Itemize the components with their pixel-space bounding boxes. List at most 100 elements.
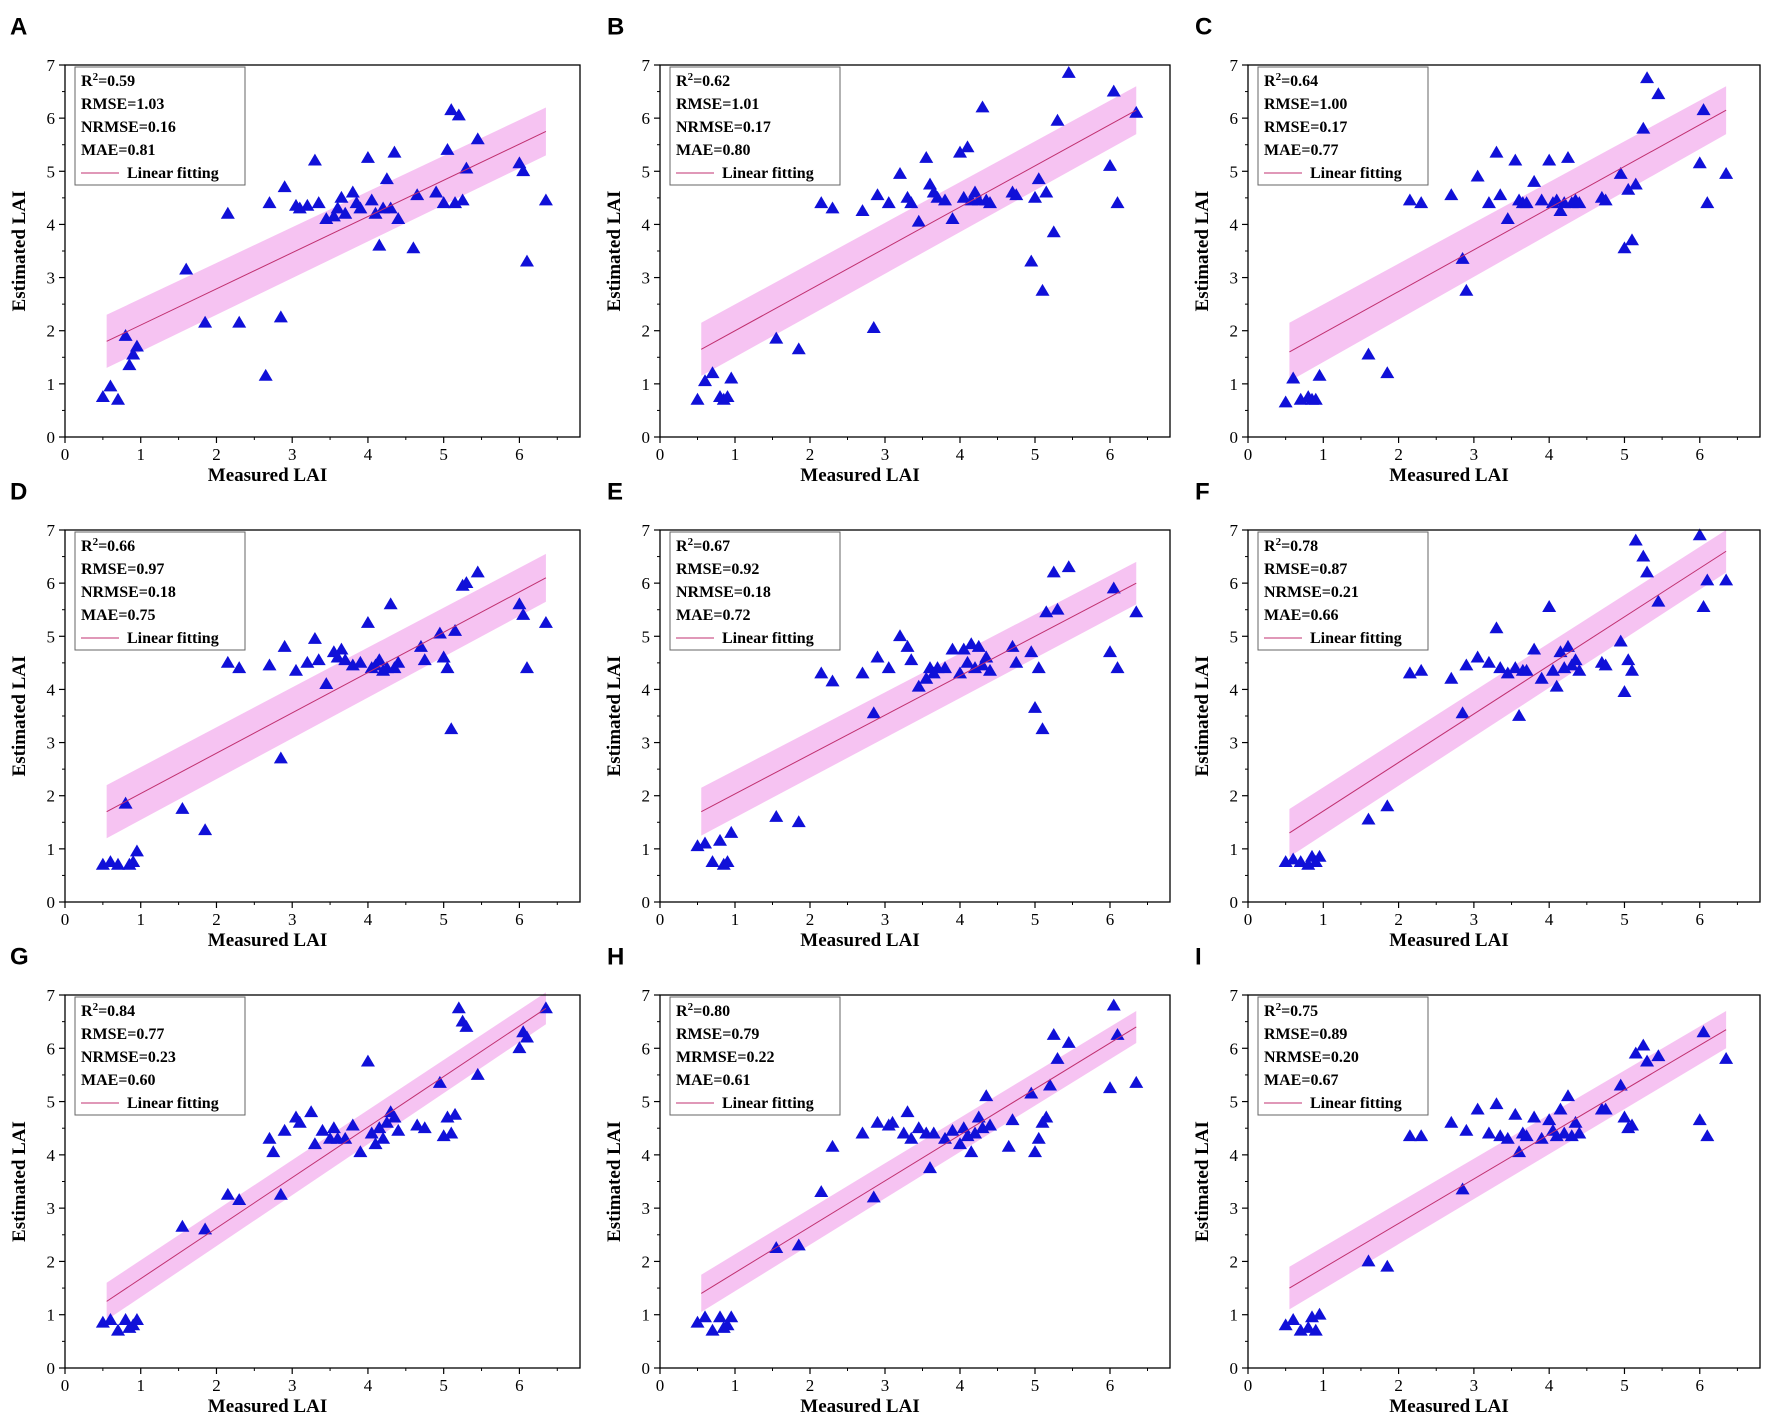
data-point	[1312, 849, 1327, 862]
panel-g: G 0 1 2 3 4 5 6 0 1 2 3 4 5 6 7 Measured LAI Estimated LA…	[9, 943, 581, 1417]
confidence-band	[701, 1010, 1137, 1313]
stat-value: =0.79	[722, 1026, 759, 1043]
data-point	[448, 1107, 463, 1120]
stat-line: MAE=0.66	[1264, 607, 1338, 624]
data-point	[825, 1139, 840, 1152]
data-point	[372, 238, 387, 251]
data-point	[512, 1041, 527, 1054]
x-axis-label: Measured LAI	[208, 930, 327, 951]
data-point	[277, 639, 292, 652]
data-point	[1050, 113, 1065, 126]
stat-value: =0.80	[713, 142, 750, 159]
stat-line: NRMSE=0.18	[81, 584, 176, 601]
stat-line: R2=0.84	[81, 1001, 135, 1020]
data-point	[448, 623, 463, 636]
y-tick-label: 5	[47, 162, 56, 181]
data-point	[432, 1075, 447, 1088]
stat-value: =0.67	[1301, 1072, 1338, 1089]
legend-label: Linear fitting	[1310, 165, 1402, 182]
data-point	[266, 1145, 281, 1158]
stat-line: RMSE=1.01	[676, 96, 759, 113]
data-point	[353, 1145, 368, 1158]
legend-label: Linear fitting	[1310, 1095, 1402, 1112]
fit-line	[1289, 1029, 1727, 1289]
x-axis-label: Measured LAI	[800, 1396, 919, 1417]
data-point	[1031, 661, 1046, 674]
y-tick-label: 5	[1230, 162, 1239, 181]
data-point	[387, 1110, 402, 1123]
stats-box-frame	[1257, 66, 1429, 186]
x-axis-label: Measured LAI	[1389, 465, 1508, 486]
y-tick-label: 4	[1230, 680, 1239, 699]
data-point	[1308, 1323, 1323, 1336]
x-tick-label: 5	[1620, 445, 1629, 464]
data-point	[1613, 1078, 1628, 1091]
data-point	[383, 597, 398, 610]
legend-label: Linear fitting	[722, 1095, 814, 1112]
data-point	[971, 639, 986, 652]
data-point	[444, 1126, 459, 1139]
stats-legend-box: R2=0.78 RMSE=0.87 NRMSE=0.21 MAE=0.66 Linear…	[1257, 531, 1429, 651]
y-tick-label: 5	[642, 1093, 651, 1112]
data-point	[769, 809, 784, 822]
data-point	[900, 1105, 915, 1118]
data-point	[198, 315, 213, 328]
x-tick-label: 4	[956, 910, 965, 929]
x-tick-label: 5	[1620, 910, 1629, 929]
data-point	[1455, 251, 1470, 264]
x-axis-label: Measured LAI	[1389, 930, 1508, 951]
data-point	[1455, 1182, 1470, 1195]
x-tick-label: 1	[731, 445, 740, 464]
stat-line: MAE=0.67	[1264, 1072, 1338, 1089]
stat-line: NRMSE=0.17	[676, 119, 771, 136]
data-point	[1361, 1254, 1376, 1267]
stat-line: RMSE=0.97	[81, 561, 164, 578]
fit-line	[106, 577, 547, 813]
x-axis-label: Measured LAI	[208, 1396, 327, 1417]
x-tick-label: 0	[61, 1376, 70, 1395]
data-point	[713, 833, 727, 846]
data-point	[1444, 1115, 1459, 1128]
data-point	[391, 1123, 406, 1136]
data-point	[1278, 395, 1293, 408]
stat-value: =0.62	[693, 73, 730, 90]
y-tick-label: 5	[1230, 1093, 1239, 1112]
data-point	[698, 836, 712, 849]
x-tick-label: 6	[1106, 445, 1115, 464]
legend-label: Linear fitting	[1310, 630, 1402, 647]
x-tick-label: 6	[1696, 1376, 1705, 1395]
data-point	[938, 1131, 952, 1144]
data-point	[1700, 196, 1715, 209]
data-point	[1050, 1051, 1065, 1064]
y-tick-label: 0	[47, 1359, 56, 1378]
data-point	[956, 190, 971, 203]
y-tick-label: 2	[47, 322, 56, 341]
data-point	[1553, 204, 1568, 217]
x-tick-label: 4	[1545, 445, 1554, 464]
data-point	[360, 1054, 375, 1067]
x-tick-label: 2	[212, 445, 221, 464]
stat-name: NRMSE	[676, 119, 734, 136]
data-point	[307, 1137, 322, 1150]
stat-value: =0.20	[1322, 1049, 1359, 1066]
data-point	[1414, 663, 1429, 676]
data-point	[1380, 799, 1395, 812]
data-point	[273, 1187, 288, 1200]
data-point	[1598, 1102, 1613, 1115]
legend-label: Linear fitting	[127, 1095, 219, 1112]
stat-name: MAE	[1264, 1072, 1301, 1089]
stat-value: =0.18	[139, 584, 176, 601]
stat-line: NRMSE=0.21	[1264, 584, 1359, 601]
stat-name: NRMSE	[81, 1049, 139, 1066]
y-axis-label: Estimated LAI	[1192, 656, 1213, 777]
data-point	[360, 616, 375, 628]
data-point	[1035, 283, 1050, 296]
stat-name: MAE	[676, 1072, 713, 1089]
data-point	[1293, 855, 1308, 868]
data-point	[118, 329, 133, 341]
y-axis-label: Estimated LAI	[1192, 1121, 1213, 1242]
data-point	[440, 661, 455, 674]
stats-box-frame	[669, 996, 841, 1116]
x-tick-label: 3	[288, 1376, 297, 1395]
data-points	[690, 560, 1144, 870]
